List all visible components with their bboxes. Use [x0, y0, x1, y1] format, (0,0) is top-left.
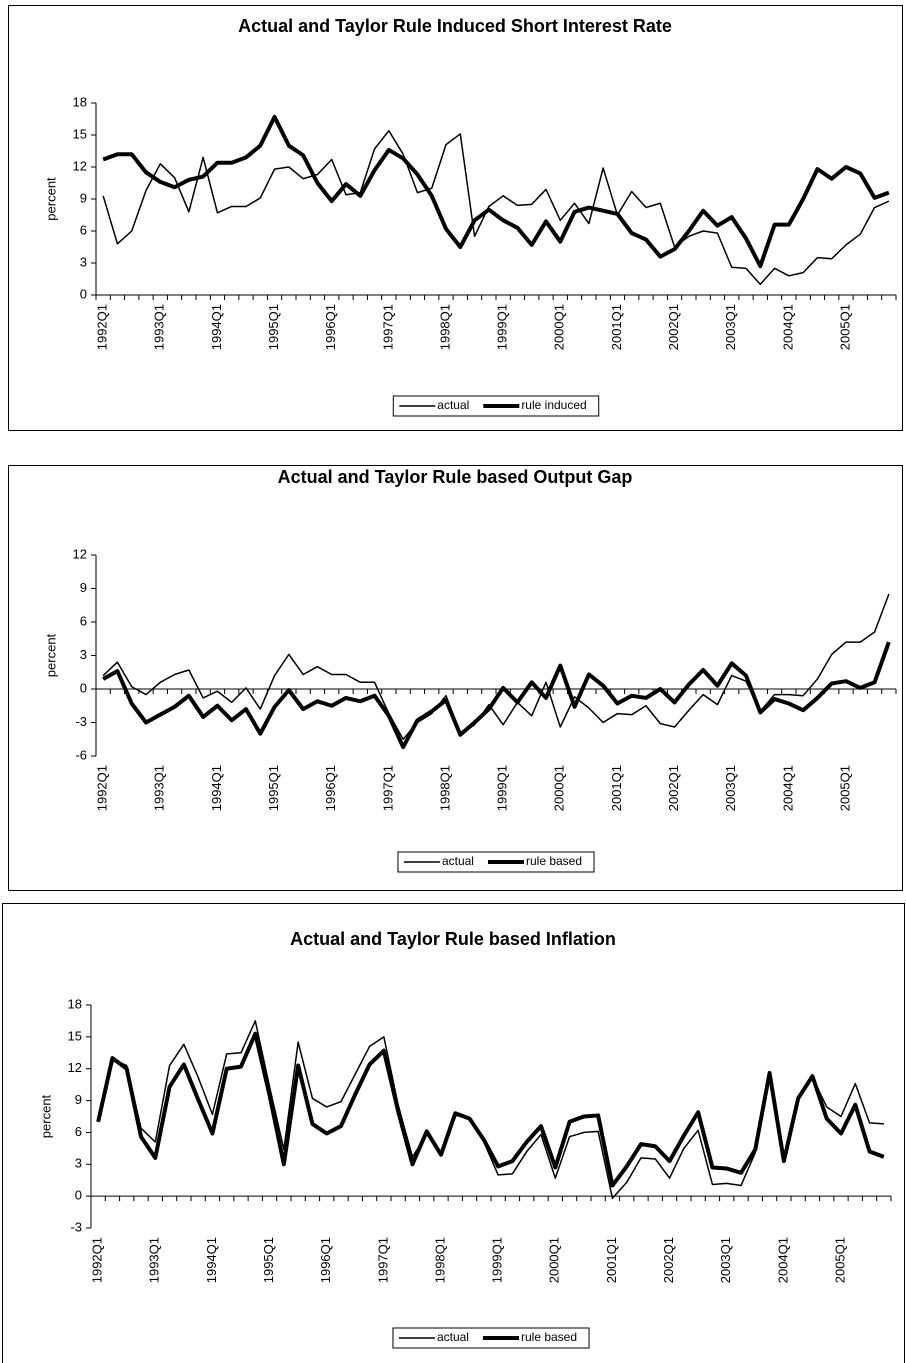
x-tick-label: 2002Q1 — [666, 304, 681, 350]
x-tick-label: 1998Q1 — [432, 1237, 447, 1283]
x-tick-label: 2003Q1 — [723, 304, 738, 350]
x-tick-label: 1992Q1 — [95, 765, 110, 811]
chart-frame — [8, 5, 903, 431]
y-tick-label: 9 — [80, 580, 87, 595]
chart-frame — [8, 465, 903, 891]
chart-frame — [2, 903, 905, 1363]
x-tick-label: 2001Q1 — [604, 1237, 619, 1283]
series-line — [102, 641, 891, 750]
x-tick-label: 2002Q1 — [666, 765, 681, 811]
y-axis-label: percent — [38, 1094, 53, 1138]
series-line — [102, 114, 890, 269]
x-tick-label: 2001Q1 — [609, 304, 624, 350]
x-tick-label: 2001Q1 — [609, 765, 624, 811]
y-tick-label: -3 — [70, 1219, 82, 1234]
y-tick-label: 0 — [80, 286, 87, 301]
x-tick-label: 2004Q1 — [780, 304, 795, 350]
chart: Actual and Taylor Rule Induced Short Int… — [8, 5, 903, 431]
legend-label: rule based — [521, 1330, 577, 1344]
x-tick-label: 1996Q1 — [323, 304, 338, 350]
x-tick-label: 1999Q1 — [495, 765, 510, 811]
series-line — [97, 1020, 884, 1200]
y-tick-label: 18 — [68, 996, 82, 1011]
x-tick-label: 1994Q1 — [209, 304, 224, 350]
x-tick-label: 1995Q1 — [261, 1237, 276, 1283]
x-tick-label: 1994Q1 — [204, 1237, 219, 1283]
series-line — [96, 1031, 885, 1188]
legend-label: rule based — [526, 854, 582, 868]
y-tick-label: -6 — [75, 747, 87, 762]
y-tick-label: -3 — [75, 714, 87, 729]
y-tick-label: 15 — [68, 1028, 82, 1043]
y-tick-label: 3 — [75, 1156, 82, 1171]
y-tick-label: 18 — [73, 94, 87, 109]
x-tick-label: 1993Q1 — [147, 1237, 162, 1283]
x-tick-label: 2003Q1 — [718, 1237, 733, 1283]
x-tick-label: 2005Q1 — [837, 304, 852, 350]
x-tick-label: 1997Q1 — [380, 765, 395, 811]
y-tick-label: 12 — [68, 1060, 82, 1075]
x-tick-label: 2003Q1 — [723, 765, 738, 811]
legend-label: actual — [442, 854, 474, 868]
y-axis-label: percent — [43, 633, 58, 677]
y-tick-label: 0 — [75, 1188, 82, 1203]
x-tick-label: 2000Q1 — [552, 304, 567, 350]
legend-label: actual — [437, 1330, 469, 1344]
x-tick-label: 1997Q1 — [380, 304, 395, 350]
legend-label: rule induced — [521, 398, 586, 412]
x-tick-label: 1992Q1 — [95, 304, 110, 350]
x-tick-label: 1998Q1 — [437, 304, 452, 350]
x-tick-label: 2000Q1 — [547, 1237, 562, 1283]
x-tick-label: 2002Q1 — [661, 1237, 676, 1283]
x-tick-label: 2005Q1 — [832, 1237, 847, 1283]
y-tick-label: 15 — [73, 126, 87, 141]
x-tick-label: 1995Q1 — [266, 304, 281, 350]
series-line — [102, 129, 890, 286]
x-tick-label: 1995Q1 — [266, 765, 281, 811]
x-tick-label: 1993Q1 — [152, 304, 167, 350]
y-tick-label: 6 — [80, 613, 87, 628]
x-tick-label: 2004Q1 — [775, 1237, 790, 1283]
x-tick-label: 1994Q1 — [209, 765, 224, 811]
y-tick-label: 12 — [73, 158, 87, 173]
x-tick-label: 1993Q1 — [152, 765, 167, 811]
chart-title: Actual and Taylor Rule based Output Gap — [278, 467, 633, 487]
y-tick-label: 9 — [80, 190, 87, 205]
y-tick-label: 3 — [80, 254, 87, 269]
y-tick-label: 9 — [75, 1092, 82, 1107]
chart-title: Actual and Taylor Rule Induced Short Int… — [238, 16, 672, 36]
y-tick-label: 3 — [80, 647, 87, 662]
x-tick-label: 2000Q1 — [552, 765, 567, 811]
x-tick-label: 1992Q1 — [90, 1237, 105, 1283]
y-tick-label: 0 — [80, 680, 87, 695]
x-tick-label: 1999Q1 — [495, 304, 510, 350]
x-tick-label: 2004Q1 — [780, 765, 795, 811]
chart: Actual and Taylor Rule based Output Gap p… — [8, 465, 903, 891]
x-tick-label: 1996Q1 — [323, 765, 338, 811]
y-tick-label: 6 — [80, 222, 87, 237]
x-tick-label: 2005Q1 — [837, 765, 852, 811]
legend: actual rule based — [392, 1327, 590, 1349]
legend-label: actual — [437, 398, 469, 412]
legend: actual rule induced — [392, 395, 600, 417]
legend: actual rule based — [397, 851, 595, 873]
x-tick-label: 1996Q1 — [318, 1237, 333, 1283]
x-tick-label: 1999Q1 — [490, 1237, 505, 1283]
x-tick-label: 1998Q1 — [437, 765, 452, 811]
y-tick-label: 12 — [73, 546, 87, 561]
chart: Actual and Taylor Rule based Inflation pe… — [2, 903, 905, 1363]
chart-title: Actual and Taylor Rule based Inflation — [290, 929, 616, 949]
x-tick-label: 1997Q1 — [375, 1237, 390, 1283]
y-tick-label: 6 — [75, 1124, 82, 1139]
y-axis-label: percent — [43, 177, 58, 221]
